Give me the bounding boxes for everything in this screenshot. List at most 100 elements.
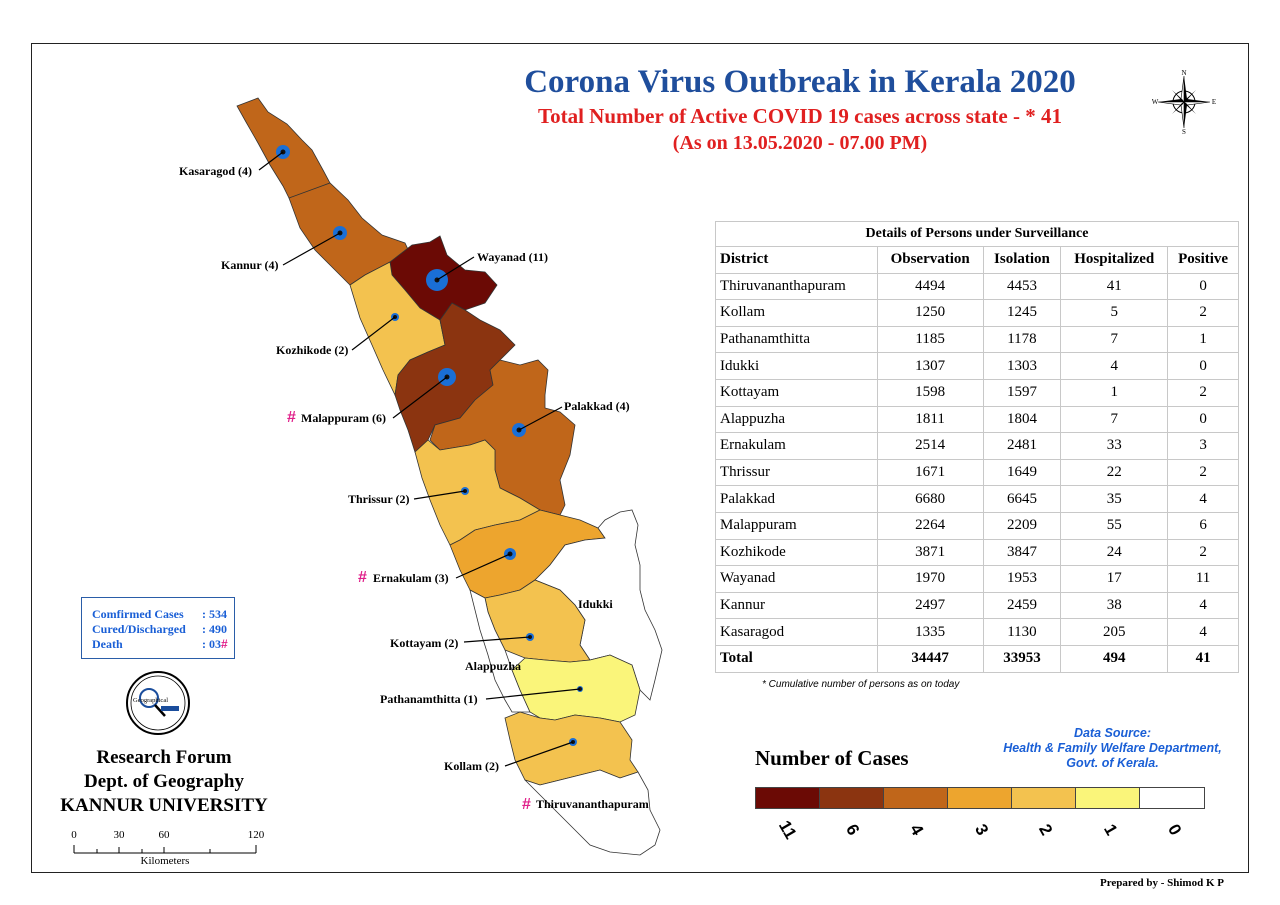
table-cell: 205 [1060, 618, 1169, 646]
label-kollam: Kollam (2) [444, 759, 499, 773]
table-row: Kasaragod 1335 1130 205 4 [715, 618, 1239, 646]
table-cell: 1649 [982, 458, 1062, 487]
institution-line-2: Dept. of Geography [84, 771, 244, 792]
table-cell: 0 [1167, 405, 1239, 434]
legend-swatch [1076, 788, 1140, 808]
map-frame [31, 43, 1249, 873]
table-row: Alappuzha 1811 1804 7 0 [715, 405, 1239, 434]
scale-tick-120: 120 [248, 829, 265, 841]
table-cell: Kannur [715, 591, 878, 620]
label-thiruvananthapuram: Thiruvananthapuram [536, 797, 649, 811]
label-alappuzha: Alappuzha [465, 659, 521, 673]
legend-swatch [756, 788, 820, 808]
table-cell: 1 [1060, 378, 1169, 407]
table-cell: 6680 [876, 485, 984, 513]
table-row: Kollam 1250 1245 5 2 [715, 299, 1239, 327]
table-header-cell: Isolation [982, 246, 1062, 274]
table-cell: Thrissur [715, 458, 878, 487]
table-cell: Kozhikode [715, 538, 878, 567]
table-cell: 55 [1060, 511, 1169, 540]
label-thrissur: Thrissur (2) [348, 492, 409, 506]
source-line-3: Govt. of Kerala. [1066, 756, 1159, 770]
label-kannur: Kannur (4) [221, 258, 278, 272]
table-cell: 22 [1060, 458, 1169, 487]
table-total-cell: Total [715, 644, 878, 673]
table-cell: 1811 [876, 405, 984, 434]
table-cell: 17 [1060, 565, 1169, 593]
table-cell: 2481 [982, 432, 1062, 460]
table-cell: 1970 [876, 565, 984, 593]
map-subtitle: Total Number of Active COVID 19 cases ac… [538, 104, 1062, 128]
institution-line-3: KANNUR UNIVERSITY [60, 795, 268, 816]
table-cell: 2497 [876, 591, 984, 620]
data-source: Data Source: Health & Family Welfare Dep… [995, 726, 1230, 771]
table-cell: Alappuzha [715, 405, 878, 434]
table-row: Kannur 2497 2459 38 4 [715, 591, 1239, 620]
label-kozhikode: Kozhikode (2) [276, 343, 348, 357]
table-row: Thiruvananthapuram 4494 4453 41 0 [715, 272, 1239, 301]
table-cell: 1 [1167, 325, 1239, 354]
table-cell: 1250 [876, 299, 984, 327]
table-cell: 4 [1060, 352, 1169, 380]
table-cell: 41 [1060, 272, 1169, 301]
table-cell: 24 [1060, 538, 1169, 567]
logo-text: Geographical [133, 697, 168, 704]
title-block: Corona Virus Outbreak in Kerala 2020 Tot… [420, 62, 1180, 156]
table-cell: 1335 [876, 618, 984, 646]
confirmed-label: Comfirmed Cases [92, 607, 184, 621]
confirmed-value: : 534 [202, 607, 227, 621]
table-cell: 1185 [876, 325, 984, 354]
table-cell: 2264 [876, 511, 984, 540]
table-total-cell: 34447 [876, 644, 984, 673]
institution-block: Research Forum Dept. of Geography KANNUR… [40, 746, 288, 818]
table-header-cell: District [715, 246, 878, 274]
district-pathanamthitta[interactable] [511, 654, 641, 723]
table-header-cell: Positive [1167, 246, 1239, 274]
label-wayanad: Wayanad (11) [477, 250, 548, 264]
legend-swatch [1012, 788, 1076, 808]
table-cell: 5 [1060, 299, 1169, 327]
table-cell: 2 [1167, 458, 1239, 487]
hash-thiruvananthapuram: # [522, 796, 531, 813]
table-cell: 1597 [982, 378, 1062, 407]
label-kasaragod: Kasaragod (4) [179, 164, 252, 178]
label-pathanamthitta: Pathanamthitta (1) [380, 692, 478, 706]
death-value: : 03 [202, 637, 221, 651]
table-cell: 33 [1060, 432, 1169, 460]
table-cell: 1598 [876, 378, 984, 407]
scale-unit: Kilometers [141, 855, 190, 867]
cured-label: Cured/Discharged [92, 622, 186, 636]
hash-malappuram: # [287, 409, 296, 426]
table-cell: Kottayam [715, 378, 878, 407]
table-body: Thiruvananthapuram 4494 4453 41 0 Kollam 1250 1… [715, 272, 1239, 673]
table-note: * Cumulative number of persons as on tod… [762, 679, 960, 690]
table-cell: 1178 [982, 325, 1062, 354]
table-row: Ernakulam 2514 2481 33 3 [715, 432, 1239, 460]
cured-value: : 490 [202, 622, 227, 636]
table-cell: 2459 [982, 591, 1062, 620]
district-kollam[interactable] [504, 711, 639, 786]
table-caption: Details of Persons under Surveillance [715, 221, 1239, 247]
label-kottayam: Kottayam (2) [390, 636, 458, 650]
table-cell: 0 [1167, 272, 1239, 301]
compass-w: W [1152, 98, 1159, 106]
label-ernakulam: Ernakulam (3) [373, 571, 449, 585]
hash-ernakulam: # [358, 569, 367, 586]
table-cell: 1245 [982, 299, 1062, 327]
scale-tick-30: 30 [114, 829, 126, 841]
table-total-row: Total 34447 33953 494 41 [715, 644, 1239, 673]
table-cell: 0 [1167, 352, 1239, 380]
table-cell: Malappuram [715, 511, 878, 540]
table-row: Kozhikode 3871 3847 24 2 [715, 538, 1239, 567]
table-cell: 2514 [876, 432, 984, 460]
table-cell: 4 [1167, 485, 1239, 513]
legend-swatch [820, 788, 884, 808]
institution-line-1: Research Forum [96, 747, 232, 768]
district-thiruvananthapuram[interactable] [524, 769, 661, 856]
table-cell: 4 [1167, 591, 1239, 620]
prepared-by: Prepared by - Shimod K P [1100, 877, 1224, 889]
table-cell: 11 [1167, 565, 1239, 593]
geography-logo-icon: Geographical [126, 671, 190, 735]
surveillance-table: Details of Persons under Surveillance Di… [715, 221, 1239, 673]
